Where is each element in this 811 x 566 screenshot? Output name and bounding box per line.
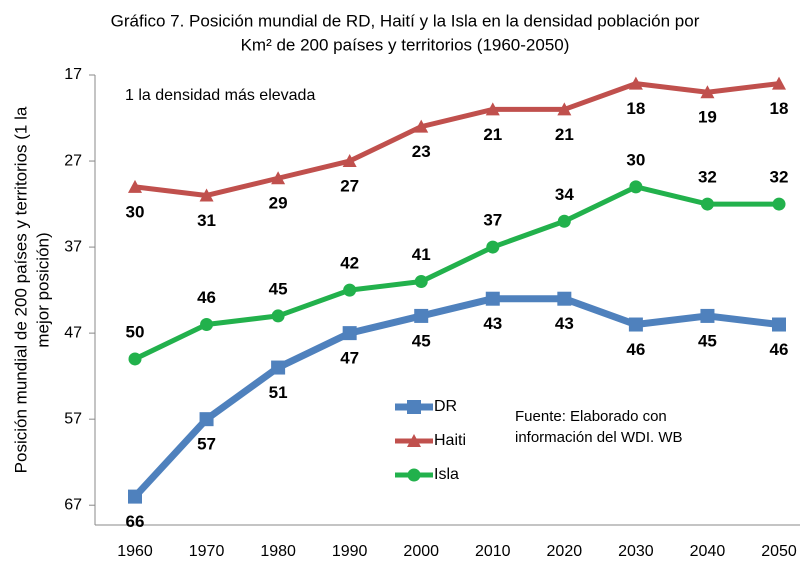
data-label: 29 [269, 194, 288, 213]
legend-marker [407, 434, 421, 447]
data-label: 34 [555, 185, 574, 204]
data-label: 21 [555, 125, 574, 144]
marker [128, 489, 142, 504]
marker [628, 317, 643, 332]
data-label: 43 [555, 314, 574, 333]
marker [128, 352, 142, 366]
marker [629, 180, 643, 194]
data-label: 19 [698, 108, 717, 127]
marker [342, 326, 357, 341]
data-label: 32 [770, 168, 789, 187]
source-note: Fuente: Elaborado con [515, 408, 667, 425]
marker [199, 412, 214, 427]
x-tick-label: 2030 [618, 543, 654, 560]
marker [772, 197, 786, 211]
data-label: 21 [483, 125, 502, 144]
marker [485, 291, 500, 306]
data-label: 41 [412, 245, 431, 264]
legend-marker [407, 468, 421, 482]
data-label: 42 [340, 254, 359, 273]
y-tick-label: 17 [64, 66, 82, 83]
data-label: 32 [698, 168, 717, 187]
data-label: 18 [770, 99, 789, 118]
marker [772, 317, 786, 332]
marker [414, 308, 429, 323]
marker [200, 318, 214, 332]
marker [414, 275, 428, 289]
marker [271, 309, 285, 323]
data-label: 57 [197, 435, 216, 454]
series-line [134, 81, 780, 198]
annotation: 1 la densidad más elevada [125, 87, 315, 104]
y-tick-label: 57 [64, 410, 82, 427]
legend-label: Haiti [434, 432, 466, 449]
data-label: 47 [340, 349, 359, 368]
y-tick-label: 37 [64, 238, 82, 255]
legend-marker [407, 400, 421, 414]
x-tick-label: 1990 [332, 543, 368, 560]
marker [485, 102, 500, 116]
data-label: 66 [126, 512, 145, 531]
marker [557, 291, 572, 306]
x-tick-label: 2050 [761, 543, 797, 560]
series-line [133, 184, 779, 362]
data-label: 43 [483, 314, 502, 333]
marker [772, 76, 786, 90]
data-label: 37 [483, 211, 502, 230]
data-label: 51 [269, 383, 288, 402]
data-label: 30 [626, 150, 645, 169]
marker [628, 76, 643, 90]
x-tick-label: 2040 [690, 543, 726, 560]
marker [557, 214, 571, 228]
marker [271, 360, 286, 375]
data-label: 45 [698, 331, 717, 350]
chart-title: Km² de 200 países y territorios (1960-20… [241, 35, 570, 54]
data-label: 18 [626, 99, 645, 118]
x-tick-label: 2020 [547, 543, 583, 560]
marker [343, 283, 357, 297]
source-note: información del WDI. WB [515, 429, 683, 446]
marker [557, 102, 572, 116]
data-label: 46 [626, 340, 645, 359]
marker [700, 85, 715, 99]
x-tick-label: 1960 [117, 543, 153, 560]
x-tick-label: 2000 [403, 543, 439, 560]
marker [199, 188, 214, 202]
y-tick-label: 27 [64, 152, 82, 169]
chart-title: Gráfico 7. Posición mundial de RD, Haití… [111, 11, 700, 30]
marker [342, 154, 357, 168]
y-axis-label: Posición mundial de 200 países y territo… [11, 106, 30, 473]
y-tick-label: 67 [64, 496, 82, 513]
marker [414, 119, 429, 133]
x-tick-label: 1970 [189, 543, 225, 560]
data-label: 30 [126, 202, 145, 221]
data-label: 23 [412, 142, 431, 161]
y-axis-label: mejor posición) [33, 232, 52, 347]
legend-label: Isla [434, 466, 459, 483]
marker [271, 171, 286, 185]
data-label: 27 [340, 177, 359, 196]
marker [700, 197, 714, 211]
data-label: 50 [126, 322, 145, 341]
data-label: 45 [269, 279, 288, 298]
marker [128, 179, 142, 193]
legend-label: DR [434, 398, 457, 415]
data-label: 46 [770, 340, 789, 359]
data-label: 46 [197, 288, 216, 307]
x-tick-label: 2010 [475, 543, 511, 560]
data-label: 31 [197, 211, 216, 230]
x-tick-label: 1980 [260, 543, 296, 560]
y-tick-label: 47 [64, 324, 82, 341]
data-label: 45 [412, 331, 431, 350]
marker [700, 308, 715, 323]
series-line [132, 295, 780, 499]
marker [486, 240, 500, 254]
